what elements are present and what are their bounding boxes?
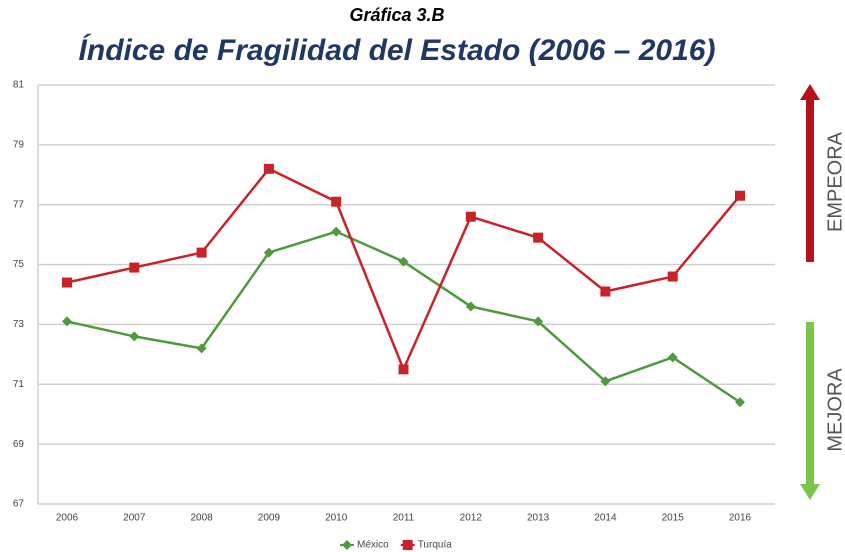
- point: [331, 196, 342, 207]
- x-tick-label: 2013: [527, 513, 550, 524]
- point: [398, 364, 409, 375]
- point: [465, 211, 476, 222]
- arrow-down: [800, 322, 820, 500]
- point: [600, 376, 611, 387]
- x-tick-label: 2007: [123, 513, 146, 524]
- point: [600, 286, 611, 297]
- point: [129, 262, 140, 273]
- x-tick-label: 2008: [190, 513, 213, 524]
- x-tick-label: 2010: [325, 513, 348, 524]
- chart-title: Gráfica 3.B: [349, 5, 444, 25]
- point: [331, 226, 342, 237]
- x-tick-label: 2012: [460, 513, 483, 524]
- point: [263, 247, 274, 258]
- point: [667, 352, 678, 363]
- point: [465, 301, 476, 312]
- arrow-up: [800, 84, 820, 262]
- point: [342, 540, 352, 550]
- point: [263, 163, 274, 174]
- y-tick-label: 79: [13, 139, 25, 150]
- point: [62, 316, 72, 327]
- point: [62, 277, 72, 288]
- y-tick-label: 73: [13, 319, 25, 330]
- x-tick-label: 2015: [662, 513, 685, 524]
- x-tick-label: 2011: [393, 513, 415, 524]
- point: [533, 316, 544, 327]
- point: [402, 540, 413, 550]
- y-tick-label: 77: [13, 199, 25, 210]
- point: [196, 343, 207, 354]
- point: [533, 232, 544, 243]
- annotation: MEJORA: [824, 368, 845, 452]
- y-tick-label: 71: [13, 379, 25, 390]
- y-tick-label: 67: [13, 499, 25, 510]
- x-tick-label: 2009: [258, 513, 281, 524]
- point: [735, 397, 745, 408]
- y-tick-label: 69: [13, 439, 25, 450]
- x-tick-label: 2016: [729, 513, 752, 524]
- point: [667, 271, 678, 282]
- annotation: EMPEORA: [824, 131, 845, 232]
- x-tick-label: 2014: [594, 513, 617, 524]
- legend-label: Turquía: [418, 540, 453, 551]
- chart-subtitle: Índice de Fragilidad del Estado (2006 – …: [79, 33, 716, 67]
- legend-label: México: [357, 540, 389, 551]
- point: [129, 331, 140, 342]
- y-tick-label: 81: [13, 80, 25, 91]
- point: [196, 247, 207, 258]
- y-tick-label: 75: [13, 259, 25, 270]
- point: [398, 256, 409, 267]
- x-tick-label: 2006: [56, 513, 79, 524]
- series-line: [66, 167, 741, 373]
- point: [735, 190, 745, 201]
